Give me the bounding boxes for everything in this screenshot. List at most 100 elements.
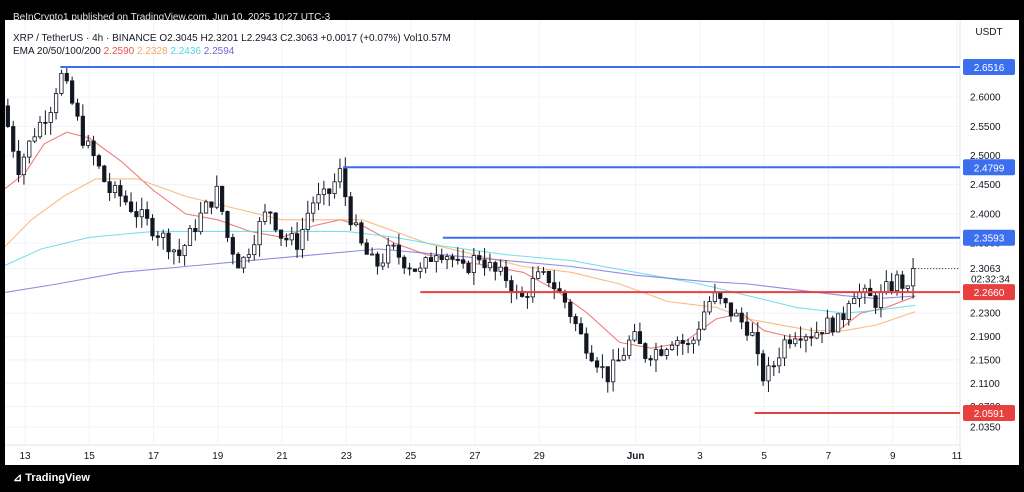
legend-change: +0.0017 (+0.07%) <box>321 33 404 44</box>
legend-symbol-row: XRP / TetherUS · 4h · BINANCE O2.3045 H2… <box>13 33 451 44</box>
candle-up <box>434 255 439 262</box>
time-tick-label: 19 <box>212 451 224 462</box>
candle-up <box>600 366 605 369</box>
candle-up <box>423 257 428 269</box>
candle-up <box>712 292 717 302</box>
candle-up <box>691 339 696 345</box>
level-price-label: 2.2660 <box>974 288 1005 299</box>
candle-down <box>284 237 289 241</box>
tradingview-brand[interactable]: ⊿ TradingView <box>13 471 90 484</box>
candle-up <box>471 255 476 273</box>
candle-down <box>461 259 466 264</box>
candle-up <box>332 181 337 194</box>
candle-up <box>734 312 739 317</box>
time-tick-label: 13 <box>19 451 31 462</box>
candle-up <box>669 344 675 351</box>
price-tick-label: 2.6000 <box>970 93 1001 104</box>
candle-up <box>171 249 177 253</box>
candle-up <box>32 136 37 142</box>
price-tick-label: 2.1500 <box>970 355 1001 366</box>
legend-ohlc-value: 2.3201 <box>208 33 241 44</box>
candle-down <box>605 366 610 383</box>
candle-down <box>412 268 418 272</box>
candle-down <box>648 358 653 361</box>
candle-down <box>509 280 514 293</box>
candle-down <box>643 343 648 359</box>
candle-down <box>830 317 835 333</box>
candle-up <box>27 140 32 158</box>
candle-down <box>503 266 509 281</box>
candle-down <box>348 196 353 226</box>
candle-up <box>536 271 541 279</box>
level-price-label: 2.3593 <box>974 234 1005 245</box>
time-tick-label: 5 <box>761 451 767 462</box>
candle-up <box>611 359 616 383</box>
candle-up <box>300 229 305 250</box>
candle-down <box>798 338 803 341</box>
candle-down <box>70 80 75 104</box>
plot-area <box>5 20 960 445</box>
candle-up <box>878 291 884 308</box>
candle-up <box>59 72 64 94</box>
candle-up <box>246 254 251 258</box>
candle-down <box>450 256 455 260</box>
candle-down <box>5 105 10 127</box>
candle-down <box>225 211 230 238</box>
candle-up <box>353 222 359 226</box>
candle-up <box>112 185 118 193</box>
candle-up <box>621 355 626 361</box>
candle-down <box>562 291 568 303</box>
candle-down <box>134 211 139 218</box>
candle-up <box>825 317 830 334</box>
candle-up <box>203 201 209 214</box>
candle-up <box>316 194 321 204</box>
candle-down <box>177 249 182 256</box>
xrp-price-chart[interactable]: USDT2.60002.55002.50002.45002.40002.3500… <box>5 5 1019 487</box>
candle-down <box>841 313 846 321</box>
candle-down <box>594 360 600 368</box>
candle-up <box>161 232 166 238</box>
candle-up <box>182 245 187 256</box>
candle-up <box>380 262 385 267</box>
candle-down <box>493 262 498 272</box>
candle-down <box>128 201 134 212</box>
candle-up <box>21 156 27 175</box>
legend-ohlc-value: 2.3063 <box>287 33 320 44</box>
legend-ema-label: EMA 20/50/100/200 <box>13 46 104 57</box>
candle-down <box>230 237 235 255</box>
candle-down <box>75 102 80 117</box>
candle-up <box>884 281 889 293</box>
candle-up <box>541 270 546 273</box>
candle-up <box>905 285 910 289</box>
candle-down <box>375 253 380 267</box>
legend-ema-value: 2.2328 <box>137 46 170 57</box>
candle-up <box>664 349 669 356</box>
time-tick-label: 9 <box>890 451 896 462</box>
time-tick-label: 15 <box>84 451 96 462</box>
time-tick-label: 11 <box>952 451 963 462</box>
countdown-label: 02:32:34 <box>971 275 1010 286</box>
time-tick-label: 25 <box>405 451 417 462</box>
candle-down <box>150 217 155 237</box>
candle-down <box>573 316 578 325</box>
candle-up <box>386 244 391 264</box>
chart-attribution: BeInCrypto1 published on TradingView.com… <box>13 12 331 23</box>
candle-up <box>311 202 316 214</box>
candle-down <box>659 349 664 356</box>
candle-down <box>552 282 557 290</box>
candle-down <box>680 340 685 344</box>
price-tick-label: 2.5500 <box>970 122 1001 133</box>
legend-ohlc-key: C <box>280 33 287 44</box>
candle-down <box>145 209 150 219</box>
ema100-line <box>5 230 916 314</box>
price-tick-label: 2.4500 <box>970 180 1001 191</box>
time-tick-label: Jun <box>627 451 645 462</box>
legend-ohlc-key: H <box>201 33 208 44</box>
candle-down <box>578 323 584 335</box>
candle-up <box>369 253 375 256</box>
currency-label: USDT <box>975 27 1002 38</box>
candle-up <box>627 339 632 356</box>
candle-down <box>787 339 792 345</box>
candle-down <box>466 262 471 273</box>
candle-up <box>910 268 916 287</box>
